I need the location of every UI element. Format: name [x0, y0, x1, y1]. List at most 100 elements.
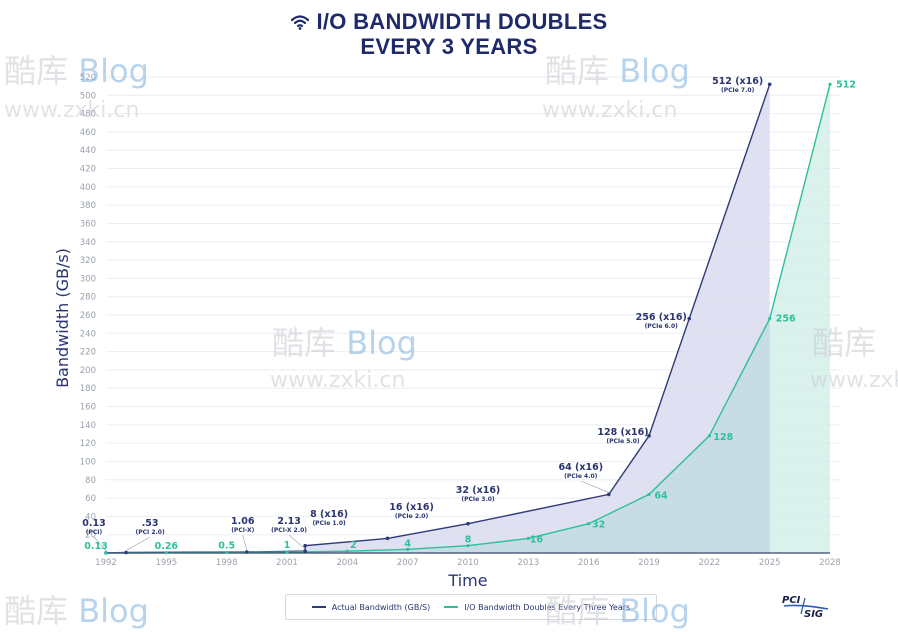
x-tick-label: 1995 — [156, 558, 178, 568]
actual-sub-label: (PCI-X 2.0) — [271, 527, 307, 534]
x-tick-label: 2007 — [397, 558, 419, 568]
leader-line — [580, 480, 609, 493]
y-tick-label: 80 — [85, 476, 96, 486]
x-tick-label: 2028 — [819, 558, 841, 568]
doubling-point[interactable] — [406, 547, 410, 551]
actual-sub-label: (PCIe 7.0) — [721, 87, 755, 94]
legend-swatch-doubling — [444, 606, 459, 608]
actual-point[interactable] — [606, 492, 611, 497]
actual-value-label: 2.13 — [277, 516, 300, 527]
actual-value-label: 512 (x16) — [712, 76, 763, 87]
x-axis-title: Time — [447, 571, 487, 590]
x-tick-label: 1998 — [216, 558, 238, 568]
doubling-value-label: 0.26 — [155, 541, 179, 552]
actual-value-label: 16 (x16) — [389, 502, 434, 513]
actual-point[interactable] — [244, 550, 249, 554]
doubling-value-label: 128 — [713, 432, 733, 443]
actual-value-label: 1.06 — [231, 516, 255, 527]
actual-point[interactable] — [124, 550, 128, 555]
y-axis-title: Bandwidth (GB/s) — [53, 248, 72, 388]
y-tick-label: 140 — [80, 421, 96, 431]
series-lines — [104, 82, 832, 555]
actual-point[interactable] — [647, 434, 651, 438]
doubling-value-label: 2 — [350, 540, 357, 551]
doubling-point[interactable] — [345, 549, 349, 553]
y-axis-ticks: 20 40 60 80 100 120 140 160 180 200 220 240 260 280 30… — [80, 73, 96, 541]
y-tick-label: 360 — [80, 219, 96, 229]
y-tick-label: 180 — [80, 384, 96, 394]
actual-value-label: 32 (x16) — [456, 485, 501, 496]
y-tick-label: 520 — [80, 73, 96, 83]
pci-sig-logo: PCI SIG — [778, 592, 838, 620]
legend-item-actual[interactable]: Actual Bandwidth (GB/S) — [311, 602, 431, 612]
actual-sub-label: (PCI) — [86, 529, 103, 536]
legend-swatch-actual — [311, 606, 326, 608]
doubling-point[interactable] — [768, 317, 772, 321]
y-tick-label: 320 — [80, 256, 96, 266]
doubling-value-label: 4 — [404, 538, 411, 549]
doubling-point[interactable] — [828, 82, 832, 86]
doubling-value-label: 32 — [592, 520, 605, 531]
doubling-value-label: 0.13 — [84, 541, 107, 552]
actual-point[interactable] — [303, 543, 307, 548]
y-tick-label: 40 — [85, 512, 96, 522]
overlap-area — [106, 318, 770, 553]
doubling-value-label: 16 — [530, 534, 544, 545]
svg-text:PCI: PCI — [782, 595, 801, 606]
data-labels: 0.13(PCI).53(PCI 2.0)1.06(PCI-X)2.13(PCI… — [82, 76, 856, 552]
doubling-value-label: 64 — [654, 490, 668, 501]
doubling-point[interactable] — [466, 544, 470, 548]
doubling-point[interactable] — [707, 434, 711, 438]
y-tick-label: 500 — [80, 91, 96, 101]
actual-value-label: 128 (x16) — [597, 427, 648, 438]
y-tick-label: 420 — [80, 165, 96, 175]
leader-line — [125, 536, 151, 551]
svg-text:SIG: SIG — [804, 609, 823, 620]
y-tick-label: 60 — [85, 494, 96, 504]
chart-legend: Actual Bandwidth (GB/S) I/O Bandwidth Do… — [285, 594, 657, 620]
actual-sub-label: (PCIe 6.0) — [645, 323, 679, 330]
y-tick-label: 440 — [80, 146, 96, 156]
x-tick-label: 2004 — [337, 558, 359, 568]
y-tick-label: 400 — [80, 183, 96, 193]
actual-point[interactable] — [303, 549, 307, 553]
actual-value-label: 64 (x16) — [558, 462, 603, 473]
actual-point[interactable] — [687, 316, 692, 321]
actual-value-label: 0.13 — [82, 518, 105, 529]
legend-label-actual: Actual Bandwidth (GB/S) — [331, 602, 431, 612]
leader-line — [93, 536, 107, 552]
x-tick-label: 2001 — [276, 558, 298, 568]
x-axis-ticks: 1992 1995 1998 2001 2004 2007 2010 2013 2016 2019… — [95, 558, 841, 568]
doubling-point[interactable] — [104, 551, 108, 555]
doubling-point[interactable] — [164, 551, 168, 555]
doubling-value-label: 1 — [284, 540, 291, 551]
actual-sub-label: (PCI 2.0) — [135, 529, 164, 536]
wifi-icon — [290, 11, 310, 35]
actual-value-label: .53 — [142, 518, 159, 529]
doubling-point[interactable] — [647, 492, 651, 497]
doubling-value-label: 256 — [776, 314, 796, 325]
actual-sub-label: (PCIe 5.0) — [606, 438, 640, 445]
chart-title: I/O BANDWIDTH DOUBLES EVERY 3 YEARS — [0, 10, 898, 59]
y-tick-label: 220 — [80, 348, 96, 358]
x-tick-label: 1992 — [95, 558, 117, 568]
actual-point[interactable] — [466, 521, 470, 526]
doubling-point[interactable] — [225, 550, 229, 555]
actual-point[interactable] — [767, 82, 772, 87]
chart-title-line2: EVERY 3 YEARS — [360, 34, 538, 60]
legend-item-doubling[interactable]: I/O Bandwidth Doubles Every Three Years — [444, 603, 630, 612]
y-tick-label: 280 — [80, 293, 96, 303]
y-tick-label: 160 — [80, 403, 96, 413]
doubling-area — [106, 84, 830, 554]
doubling-point[interactable] — [526, 536, 530, 540]
doubling-value-label: 0.5 — [218, 541, 235, 552]
actual-point[interactable] — [385, 536, 390, 541]
legend-label-doubling: I/O Bandwidth Doubles Every Three Years — [464, 602, 631, 612]
actual-sub-label: (PCIe 4.0) — [564, 473, 598, 480]
doubling-point[interactable] — [285, 550, 289, 554]
leader-line — [288, 534, 306, 550]
y-tick-label: 340 — [80, 238, 96, 248]
doubling-point[interactable] — [587, 522, 591, 526]
doubling-value-label: 512 — [836, 79, 856, 90]
